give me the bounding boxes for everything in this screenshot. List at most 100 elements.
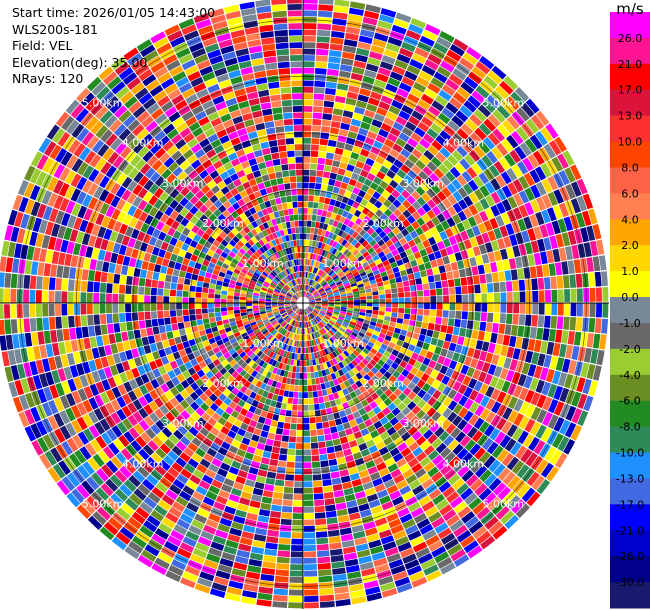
velocity-gate [311,312,316,318]
velocity-gate [18,197,29,213]
velocity-gate [284,305,291,308]
velocity-gate [74,449,87,464]
velocity-gate [110,137,123,151]
velocity-gate [327,260,333,267]
velocity-gate [151,318,159,327]
velocity-gate [29,289,36,303]
velocity-gate [349,472,360,481]
velocity-gate [160,356,170,365]
velocity-gate [128,540,144,554]
velocity-gate [148,195,159,206]
velocity-gate [262,561,276,569]
velocity-gate [344,372,352,380]
velocity-gate [260,410,268,418]
velocity-gate [500,303,507,313]
velocity-gate [158,348,167,358]
velocity-gate [286,317,291,323]
velocity-gate [360,29,375,38]
velocity-gate [352,396,361,405]
velocity-gate [356,47,370,57]
velocity-gate [323,427,331,435]
velocity-gate [431,411,442,422]
velocity-gate [320,271,325,278]
velocity-gate [255,218,263,226]
velocity-gate [460,487,474,501]
velocity-gate [211,185,221,194]
velocity-gate [7,242,16,258]
velocity-gate [316,42,330,50]
velocity-gate [291,372,296,379]
velocity-gate [255,282,263,287]
velocity-gate [187,154,198,165]
velocity-gate [121,189,132,201]
velocity-gate [128,137,141,150]
velocity-gate [364,487,376,497]
velocity-gate [230,276,238,282]
velocity-gate [235,509,247,518]
velocity-gate [23,289,30,303]
velocity-gate [233,303,240,307]
velocity-gate [253,272,261,278]
velocity-gate [128,167,139,180]
velocity-gate [269,386,276,394]
velocity-gate [246,291,254,295]
velocity-gate [379,367,387,375]
velocity-gate [306,227,311,234]
velocity-gate [94,237,103,249]
velocity-gate [401,104,414,115]
velocity-gate [332,567,346,575]
velocity-gate [303,347,306,354]
velocity-gate [312,253,316,260]
velocity-gate [512,427,524,441]
velocity-gate [343,249,350,256]
velocity-gate [414,420,425,430]
velocity-gate [313,234,318,241]
velocity-gate [271,320,278,326]
velocity-gate [273,224,280,232]
velocity-gate [291,80,303,87]
velocity-gate [295,227,299,234]
velocity-gate [285,344,290,351]
velocity-gate [175,383,185,393]
velocity-gate [306,334,309,341]
velocity-gate [381,190,391,199]
velocity-gate [481,437,494,451]
velocity-gate [254,394,262,402]
velocity-gate [194,110,207,121]
velocity-gate [377,315,385,320]
velocity-gate [179,144,190,155]
velocity-gate [290,378,295,385]
velocity-gate [137,483,151,496]
velocity-gate [154,147,166,159]
velocity-gate [375,351,383,359]
velocity-gate [146,270,154,280]
velocity-gate [93,172,105,186]
velocity-gate [287,397,293,404]
velocity-gate [333,257,339,264]
velocity-gate [506,456,520,471]
velocity-gate [529,327,537,339]
velocity-gate [308,314,312,320]
velocity-gate [163,157,175,168]
velocity-gate [405,185,415,195]
velocity-gate [103,228,113,240]
velocity-gate [255,176,264,184]
velocity-gate [178,249,187,258]
velocity-gate [205,227,214,236]
velocity-gate [351,172,360,181]
velocity-gate [289,319,294,325]
velocity-gate [214,473,226,483]
velocity-gate [306,285,310,292]
velocity-gate [496,449,509,463]
velocity-gate [447,120,460,132]
velocity-gate [273,211,280,219]
velocity-gate [268,316,275,321]
velocity-gate [144,381,154,392]
velocity-gate [318,277,323,284]
velocity-gate [366,210,375,219]
velocity-gate [226,586,242,596]
velocity-gate [216,32,231,43]
velocity-gate [190,143,202,154]
velocity-gate [550,316,558,329]
velocity-gate [178,18,195,30]
